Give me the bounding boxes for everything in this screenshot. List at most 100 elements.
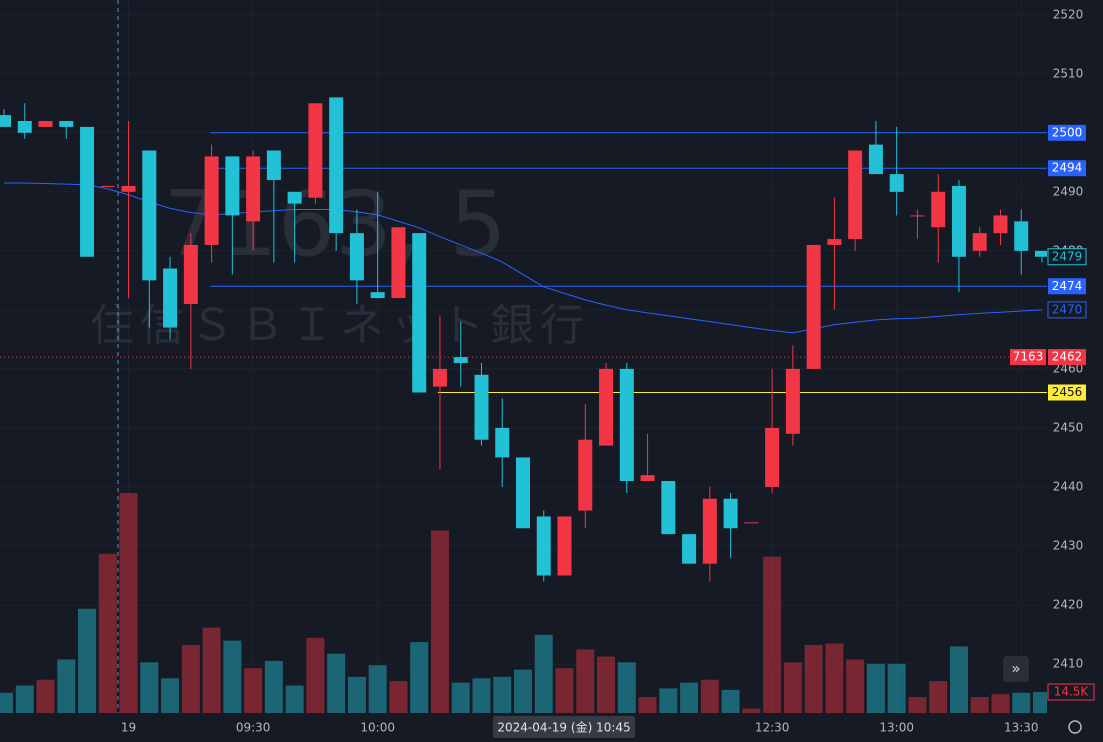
volume-bar: [389, 681, 408, 713]
volume-bar: [161, 678, 180, 713]
x-tick-label: 09:30: [236, 721, 271, 735]
volume-bar: [617, 662, 636, 713]
volume-bar: [1012, 692, 1031, 713]
last-price-label: 2479: [1052, 249, 1083, 263]
candle-body: [827, 239, 842, 245]
price-line-label-bg: [1048, 278, 1086, 295]
price-line-label-bg: [1048, 349, 1086, 366]
volume-bar: [244, 668, 263, 713]
candle-body: [59, 120, 74, 127]
candle-body: [0, 115, 11, 127]
candle-body: [100, 185, 115, 187]
average-line: [4, 182, 1043, 334]
candle-body: [702, 498, 717, 564]
candle-body: [474, 374, 489, 440]
price-line-label: 2456: [1052, 385, 1083, 399]
candle-body: [848, 150, 863, 240]
candle-body: [38, 120, 53, 127]
candle-body: [682, 534, 697, 564]
volume-bar: [970, 697, 989, 713]
y-tick-label: 2410: [1053, 657, 1084, 671]
candle-body: [640, 475, 655, 482]
volume-bar: [140, 662, 159, 713]
candle-body: [1035, 250, 1049, 257]
y-tick-label: 2510: [1053, 66, 1084, 80]
candle-body: [785, 368, 800, 434]
volume-bar: [846, 659, 865, 713]
volume-bar: [576, 649, 595, 713]
volume-bar: [721, 689, 740, 713]
candle-body: [370, 292, 385, 299]
volume-bar: [223, 640, 242, 713]
candle-body: [536, 516, 551, 576]
volume-bar: [534, 634, 553, 713]
candle-body: [349, 233, 364, 281]
price-axis: [1047, 0, 1103, 742]
candle-body: [661, 481, 676, 535]
x-tick-label: 13:30: [1004, 721, 1039, 735]
candle-body: [266, 150, 281, 181]
volume-bar: [991, 694, 1010, 713]
crosshair-label-bg: [493, 716, 635, 738]
volume-bar: [57, 659, 76, 713]
candle-body: [993, 215, 1008, 234]
volume-bar: [783, 662, 802, 713]
candle-body: [619, 368, 634, 482]
volume-bar: [78, 608, 97, 713]
volume-bar: [638, 697, 657, 713]
candle-body: [183, 244, 198, 304]
volume-bar: [0, 692, 13, 713]
volume-label: 14.5K: [1054, 685, 1090, 699]
volume-bar: [98, 553, 117, 713]
price-line-label: 2494: [1052, 161, 1083, 175]
candle-body: [246, 156, 261, 222]
volume-bar: [866, 663, 885, 713]
candle-body: [17, 120, 32, 133]
volume-bar: [804, 644, 823, 713]
candle-body: [972, 233, 987, 251]
volume-bar: [659, 688, 678, 713]
candle-body: [308, 103, 323, 198]
volume-bar: [430, 530, 449, 713]
price-line-label: 2462: [1052, 350, 1083, 364]
volume-bar: [825, 643, 844, 713]
volume-bar: [264, 660, 283, 713]
candle-body: [391, 227, 406, 299]
last-price-label-bg: [1047, 248, 1087, 266]
candle-body: [578, 439, 593, 511]
average-label-bg: [1047, 301, 1087, 319]
volume-bar: [119, 493, 138, 713]
candle-body: [495, 427, 510, 458]
volume-bar: [514, 669, 532, 713]
volume-bar: [763, 556, 782, 713]
candle-body: [723, 498, 738, 529]
candle-body: [599, 368, 614, 446]
volume-bar: [1033, 692, 1051, 713]
candle-body: [951, 185, 966, 257]
volume-label-bg: [1047, 683, 1095, 701]
y-tick-label: 2420: [1053, 597, 1084, 611]
candle-body: [204, 156, 219, 245]
volume-bar: [347, 676, 366, 713]
volume-bar: [555, 668, 574, 713]
scroll-icon: »: [1011, 660, 1020, 678]
volume-bar: [451, 682, 470, 713]
candle-body: [806, 244, 821, 369]
crosshair-label: 2024-04-19 (金) 10:45: [497, 720, 630, 735]
volume-bar: [327, 653, 346, 713]
price-line-tag: 7163: [1013, 350, 1044, 364]
volume-bar: [181, 644, 200, 713]
candle-body: [868, 144, 883, 175]
scroll-button[interactable]: [1003, 656, 1029, 682]
settings-button[interactable]: [1068, 720, 1082, 734]
y-tick-label: 2490: [1053, 184, 1084, 198]
price-line-tag-bg: [1010, 349, 1046, 366]
volume-bar: [680, 682, 699, 713]
candle-body: [432, 368, 447, 387]
candle-body: [765, 427, 780, 487]
candle-body: [412, 233, 427, 393]
volume-bar: [410, 642, 429, 713]
volume-bar: [472, 678, 491, 713]
